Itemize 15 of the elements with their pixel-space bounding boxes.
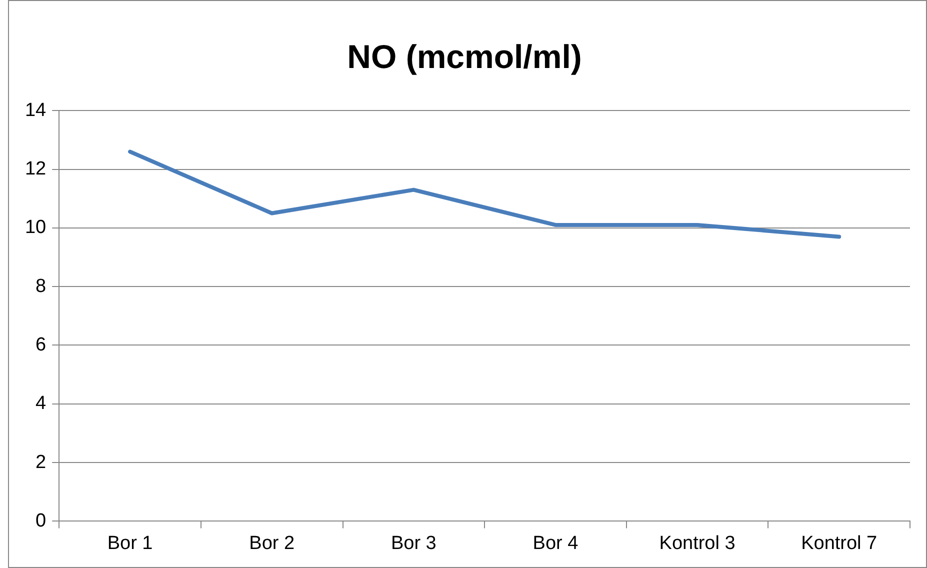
x-tick-label: Bor 3 bbox=[390, 532, 436, 554]
x-tick-label: Bor 2 bbox=[249, 532, 295, 554]
y-tick-label: 14 bbox=[24, 100, 47, 121]
x-tick-label: Kontrol 7 bbox=[801, 532, 878, 554]
x-tick-label: Bor 4 bbox=[532, 532, 579, 554]
y-tick-label: 0 bbox=[36, 510, 46, 532]
y-tick-label: 2 bbox=[36, 452, 46, 473]
y-tick-label: 10 bbox=[24, 217, 46, 238]
y-tick-label: 8 bbox=[36, 276, 46, 297]
y-tick-label: 4 bbox=[36, 393, 47, 414]
x-tick-label: Kontrol 3 bbox=[659, 532, 736, 554]
x-tick-label: Bor 1 bbox=[107, 532, 153, 554]
chart-title: NO (mcmol/ml) bbox=[347, 38, 582, 75]
y-tick-label: 12 bbox=[24, 158, 46, 180]
y-tick-label: 6 bbox=[36, 334, 46, 356]
